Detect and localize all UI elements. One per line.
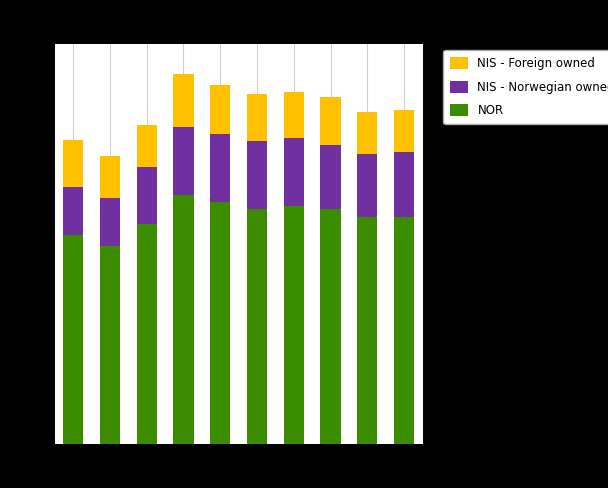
Bar	[394, 217, 414, 444]
Bar	[210, 134, 230, 202]
Bar	[284, 92, 304, 138]
Bar	[63, 187, 83, 235]
Bar	[100, 198, 120, 246]
Bar	[394, 152, 414, 217]
Bar	[100, 156, 120, 198]
Bar	[320, 209, 340, 444]
Bar	[284, 138, 304, 205]
Bar	[137, 125, 157, 167]
Bar	[137, 167, 157, 224]
Bar	[173, 195, 193, 444]
Bar	[247, 209, 267, 444]
Bar	[210, 202, 230, 444]
Bar	[173, 127, 193, 195]
Bar	[284, 205, 304, 444]
Bar	[320, 145, 340, 209]
Bar	[63, 140, 83, 187]
Bar	[394, 110, 414, 152]
Bar	[63, 235, 83, 444]
Bar	[247, 142, 267, 209]
Bar	[358, 217, 378, 444]
Bar	[173, 74, 193, 127]
Bar	[247, 94, 267, 142]
Bar	[320, 98, 340, 145]
Bar	[358, 154, 378, 217]
Bar	[210, 84, 230, 134]
Bar	[137, 224, 157, 444]
Legend: NIS - Foreign owned, NIS - Norwegian owned, NOR: NIS - Foreign owned, NIS - Norwegian own…	[443, 50, 608, 124]
Bar	[100, 246, 120, 444]
Bar	[358, 112, 378, 154]
